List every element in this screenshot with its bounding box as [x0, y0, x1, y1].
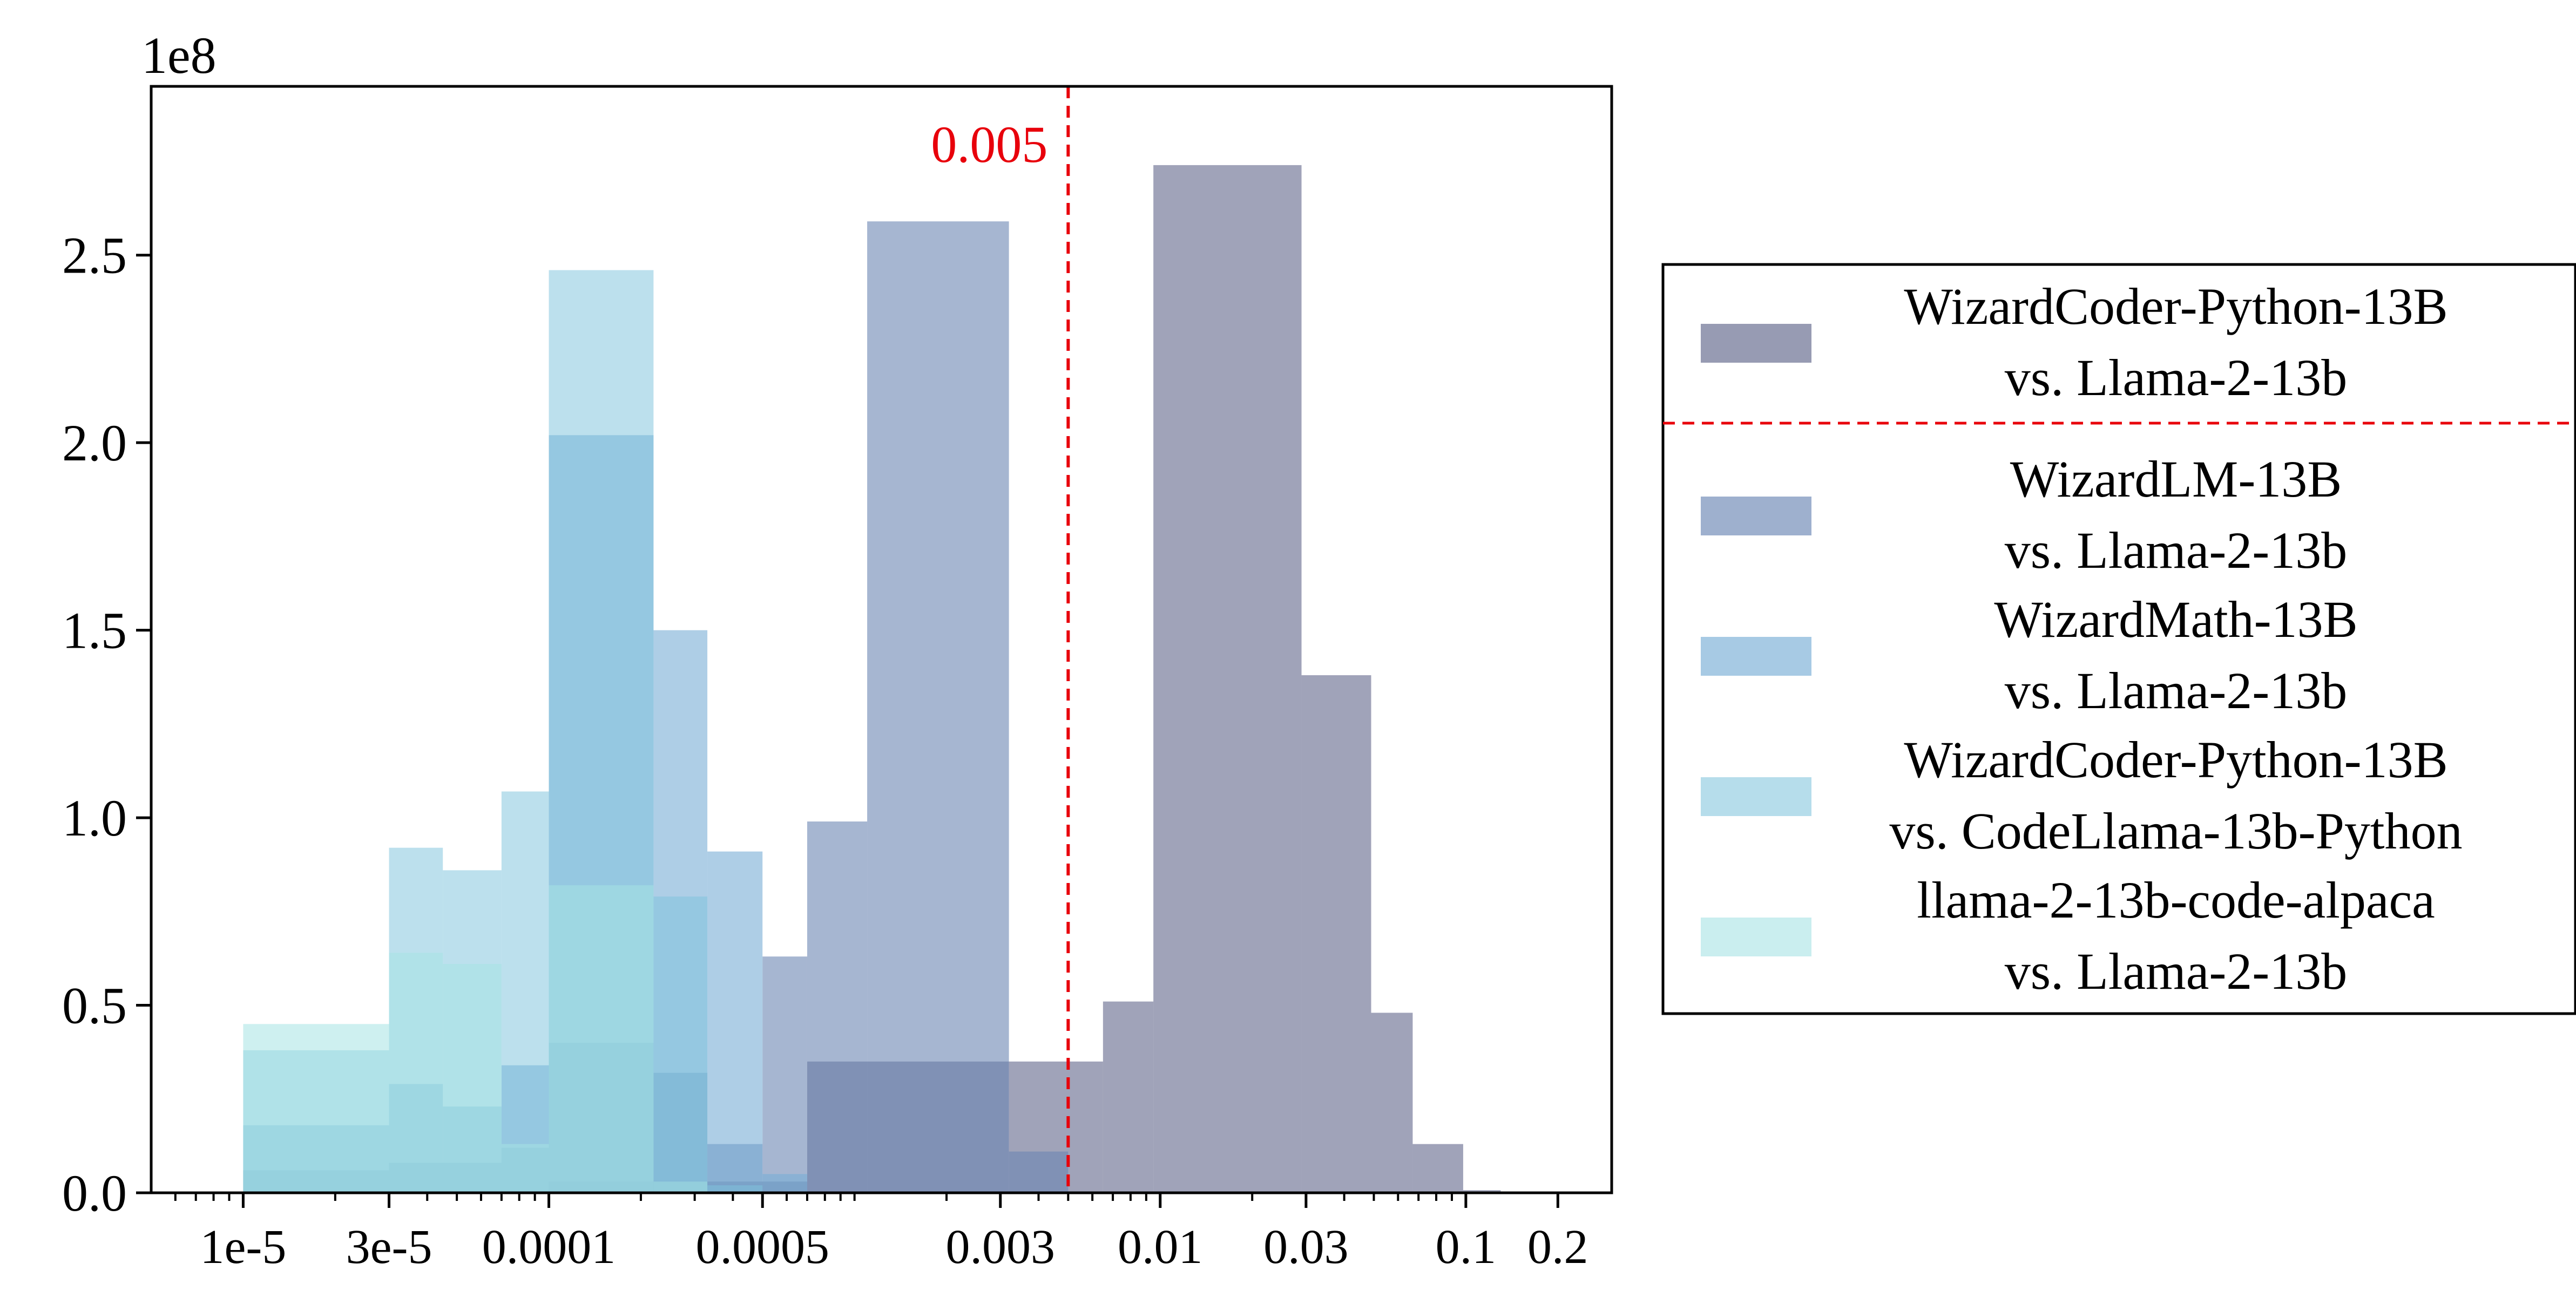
histogram-bar-series-3-bin-3: [501, 791, 549, 1193]
legend-label-line2: vs. Llama-2-13b: [2005, 521, 2348, 579]
histogram-bar-series-0-bin-8: [1371, 1013, 1413, 1193]
x-axis-ticks: 1e-5 3e-5 0.0001 0.0005 0.003 0.01 0.03 0.1 0.2: [174, 1193, 1588, 1274]
x-tick-label: 0.03: [1263, 1220, 1349, 1274]
legend-label-line2: vs. Llama-2-13b: [2005, 349, 2348, 406]
x-tick-label: 0.0005: [695, 1220, 829, 1274]
legend-label-line1: llama-2-13b-code-alpaca: [1917, 871, 2435, 929]
histogram-bar-series-2-bin-6: [707, 851, 763, 1193]
legend-label-line1: WizardMath-13B: [1994, 590, 2357, 648]
histogram-bar-series-4-bin-4: [549, 885, 654, 1193]
y-tick-label: 2.0: [62, 414, 127, 472]
histogram-bar-series-3-bin-6: [707, 1185, 763, 1193]
legend-label-line1: WizardLM-13B: [2010, 450, 2342, 508]
legend-frame: [1661, 263, 2576, 1015]
histogram-bar-series-1-bin-10: [1009, 1151, 1069, 1193]
histogram-bar-series-1-bin-9: [867, 221, 1009, 1193]
legend-swatch: [1701, 637, 1811, 676]
legend-swatch: [1701, 777, 1811, 816]
y-axis-multiplier: 1e8: [141, 26, 217, 84]
histogram-bar-series-4-bin-5: [653, 1181, 708, 1193]
histogram-bar-series-1-bin-8: [807, 821, 868, 1193]
histogram-bar-series-4-bin-0: [243, 1024, 389, 1193]
x-tick-label: 3e-5: [346, 1220, 432, 1274]
histogram-bar-series-3-bin-5: [653, 896, 708, 1193]
legend: WizardCoder-Python-13B vs. Llama-2-13b Wiz…: [1661, 263, 2576, 1015]
x-tick-label: 0.1: [1436, 1220, 1497, 1274]
y-tick-label: 1.0: [62, 789, 127, 847]
legend-swatch: [1701, 324, 1811, 363]
x-tick-label: 0.01: [1118, 1220, 1203, 1274]
x-tick-label: 0.2: [1527, 1220, 1588, 1274]
histogram-bar-series-2-bin-7: [762, 1174, 807, 1193]
threshold-label: 0.005: [931, 116, 1047, 173]
histogram-bar-series-0-bin-6: [1153, 165, 1302, 1193]
histogram-bar-series-4-bin-2: [443, 964, 502, 1193]
y-tick-label: 1.5: [62, 602, 127, 660]
legend-swatch: [1701, 918, 1811, 956]
histogram-bar-series-4-bin-3: [501, 1144, 549, 1193]
histogram-bars: [243, 165, 1501, 1193]
histogram-bar-series-0-bin-5: [1103, 1001, 1154, 1193]
histogram-bar-series-4-bin-1: [389, 953, 443, 1193]
legend-swatch: [1701, 497, 1811, 535]
histogram-bar-series-1-bin-7: [762, 956, 807, 1193]
x-tick-label: 0.0001: [482, 1220, 616, 1274]
legend-label-line2: vs. Llama-2-13b: [2005, 662, 2348, 719]
x-tick-label: 0.003: [946, 1220, 1056, 1274]
legend-label-line2: vs. CodeLlama-13b-Python: [1889, 802, 2462, 860]
x-tick-label: 1e-5: [200, 1220, 286, 1274]
plot-frame: [150, 85, 1613, 1194]
y-axis-ticks: 0.0 0.5 1.0 1.5 2.0 2.5: [62, 227, 151, 1222]
histogram-bar-series-0-bin-9: [1412, 1144, 1463, 1193]
legend-label-line1: WizardCoder-Python-13B: [1904, 277, 2447, 335]
y-tick-label: 0.0: [62, 1164, 127, 1222]
y-tick-label: 2.5: [62, 227, 127, 284]
histogram-bar-series-0-bin-7: [1301, 675, 1371, 1193]
y-tick-label: 0.5: [62, 977, 127, 1035]
legend-label-line1: WizardCoder-Python-13B: [1904, 731, 2447, 789]
legend-label-line2: vs. Llama-2-13b: [2005, 942, 2348, 1000]
